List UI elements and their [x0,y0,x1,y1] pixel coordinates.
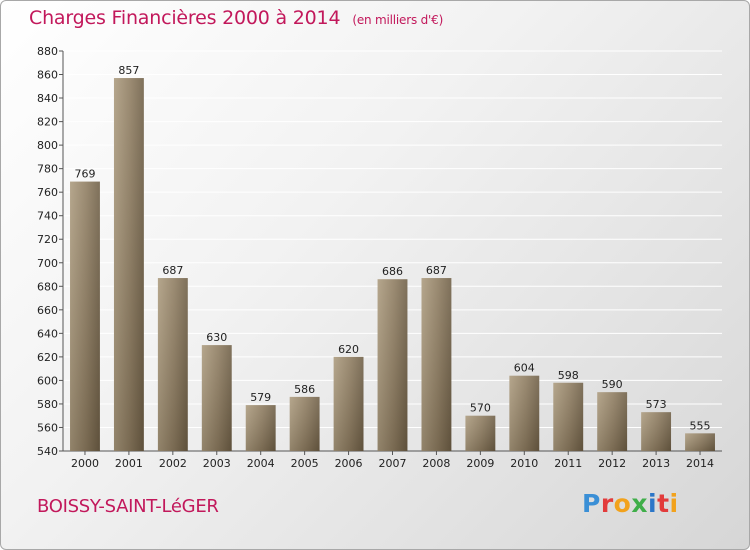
logo-letter: P [582,489,601,518]
y-tick-label: 760 [37,186,58,199]
x-tick-label: 2014 [686,457,714,470]
bar-shade [641,412,672,451]
y-tick-label: 840 [37,92,58,105]
data-label: 570 [470,402,491,415]
logo-letter: o [613,489,632,518]
bar-shade [289,396,320,451]
x-tick-label: 2006 [335,457,363,470]
data-label: 687 [162,264,183,277]
x-tick-label: 2004 [247,457,275,470]
x-tick-label: 2003 [203,457,231,470]
bar-shade [201,345,232,451]
bar-shade [421,278,452,451]
chart-title-text: Charges Financières 2000 à 2014 [29,7,341,29]
y-tick-label: 800 [37,139,58,152]
data-label: 687 [426,264,447,277]
data-label: 579 [250,391,271,404]
data-label: 686 [382,265,403,278]
bar-shade [113,78,144,451]
y-tick-label: 860 [37,69,58,82]
logo-letter: r [600,489,614,518]
x-tick-label: 2001 [115,457,143,470]
x-tick-label: 2007 [379,457,407,470]
y-tick-label: 560 [37,421,58,434]
proxiti-logo: Proxiti [582,489,679,518]
bar-shade [509,375,540,451]
y-tick-label: 660 [37,304,58,317]
chart-unit: (en milliers d'€) [352,13,444,27]
x-tick-label: 2009 [466,457,494,470]
y-tick-label: 820 [37,116,58,129]
data-label: 620 [338,343,359,356]
chart-title: Charges Financières 2000 à 2014 (en milli… [29,7,443,29]
bar-shade [685,433,715,451]
x-tick-label: 2000 [71,457,99,470]
x-tick-label: 2008 [422,457,450,470]
bar-shade [597,392,628,451]
x-tick-label: 2013 [642,457,670,470]
bar-shade [157,278,188,451]
y-tick-label: 740 [37,210,58,223]
bar-shade [465,415,496,451]
logo-letter: t [657,489,670,518]
logo-letter: i [648,489,658,518]
bar-shade [377,279,408,451]
bar-shade [553,382,584,451]
data-label: 598 [558,369,579,382]
bar-shade [70,181,100,451]
place-name: BOISSY-SAINT-LéGER [37,496,219,517]
data-label: 630 [206,331,227,344]
bar-shade [245,405,276,451]
y-tick-label: 620 [37,351,58,364]
y-tick-label: 680 [37,280,58,293]
y-tick-label: 580 [37,398,58,411]
data-label: 604 [514,362,535,375]
bar-shade [333,356,364,451]
data-label: 573 [646,398,667,411]
x-tick-label: 2005 [291,457,319,470]
data-label: 555 [690,419,711,432]
y-tick-label: 600 [37,374,58,387]
x-tick-label: 2010 [510,457,538,470]
data-label: 590 [602,378,623,391]
x-tick-label: 2011 [554,457,582,470]
logo-letter: i [669,489,679,518]
data-label: 586 [294,383,315,396]
data-label: 857 [118,64,139,77]
y-tick-label: 780 [37,163,58,176]
y-tick-label: 540 [37,445,58,458]
x-tick-label: 2012 [598,457,626,470]
y-tick-label: 720 [37,233,58,246]
y-tick-label: 700 [37,257,58,270]
y-tick-label: 880 [37,45,58,58]
logo-letter: x [631,489,648,518]
data-label: 769 [74,168,95,181]
x-tick-label: 2002 [159,457,187,470]
y-tick-label: 640 [37,327,58,340]
